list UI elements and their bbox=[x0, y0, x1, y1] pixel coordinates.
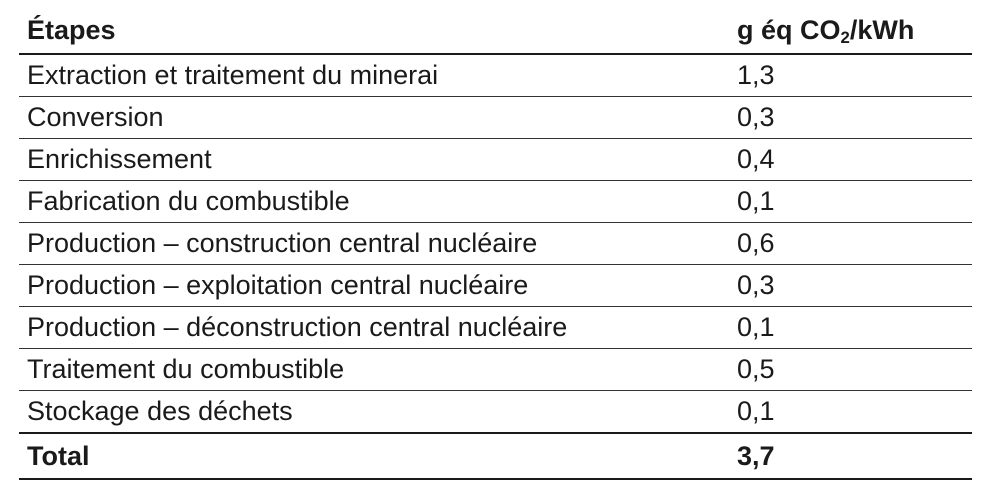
row-value: 0,3 bbox=[729, 264, 972, 307]
row-value: 0,4 bbox=[729, 138, 972, 181]
table-row: Stockage des déchets 0,1 bbox=[19, 390, 972, 434]
header-etapes: Étapes bbox=[19, 8, 729, 55]
row-etape: Fabrication du combustible bbox=[19, 180, 729, 223]
emissions-table: Étapes g éq CO2/kWh Extraction et traite… bbox=[19, 8, 972, 480]
table-row: Fabrication du combustible 0,1 bbox=[19, 180, 972, 223]
row-etape: Conversion bbox=[19, 96, 729, 139]
row-value: 0,3 bbox=[729, 96, 972, 139]
total-label: Total bbox=[19, 432, 729, 480]
table-row: Conversion 0,3 bbox=[19, 96, 972, 139]
total-row: Total 3,7 bbox=[19, 432, 972, 480]
row-etape: Production – déconstruction central nucl… bbox=[19, 306, 729, 349]
table-row: Production – déconstruction central nucl… bbox=[19, 306, 972, 349]
row-value: 1,3 bbox=[729, 54, 972, 97]
header-unit: g éq CO2/kWh bbox=[729, 8, 972, 55]
row-value: 0,1 bbox=[729, 180, 972, 223]
row-value: 0,5 bbox=[729, 348, 972, 391]
table-header-row: Étapes g éq CO2/kWh bbox=[19, 8, 972, 55]
table-row: Production – construction central nucléa… bbox=[19, 222, 972, 265]
table-row: Production – exploitation central nucléa… bbox=[19, 264, 972, 307]
row-value: 0,1 bbox=[729, 390, 972, 434]
header-unit-prefix: g éq CO bbox=[737, 15, 841, 45]
table-row: Traitement du combustible 0,5 bbox=[19, 348, 972, 391]
row-value: 0,1 bbox=[729, 306, 972, 349]
emissions-table-container: Étapes g éq CO2/kWh Extraction et traite… bbox=[19, 8, 972, 480]
row-etape: Production – construction central nucléa… bbox=[19, 222, 729, 265]
header-unit-subscript: 2 bbox=[840, 28, 850, 48]
row-etape: Stockage des déchets bbox=[19, 390, 729, 434]
total-value: 3,7 bbox=[729, 432, 972, 480]
table-row: Extraction et traitement du minerai 1,3 bbox=[19, 54, 972, 97]
row-etape: Traitement du combustible bbox=[19, 348, 729, 391]
row-value: 0,6 bbox=[729, 222, 972, 265]
row-etape: Enrichissement bbox=[19, 138, 729, 181]
table-row: Enrichissement 0,4 bbox=[19, 138, 972, 181]
header-unit-suffix: /kWh bbox=[849, 15, 915, 45]
row-etape: Production – exploitation central nucléa… bbox=[19, 264, 729, 307]
row-etape: Extraction et traitement du minerai bbox=[19, 54, 729, 97]
